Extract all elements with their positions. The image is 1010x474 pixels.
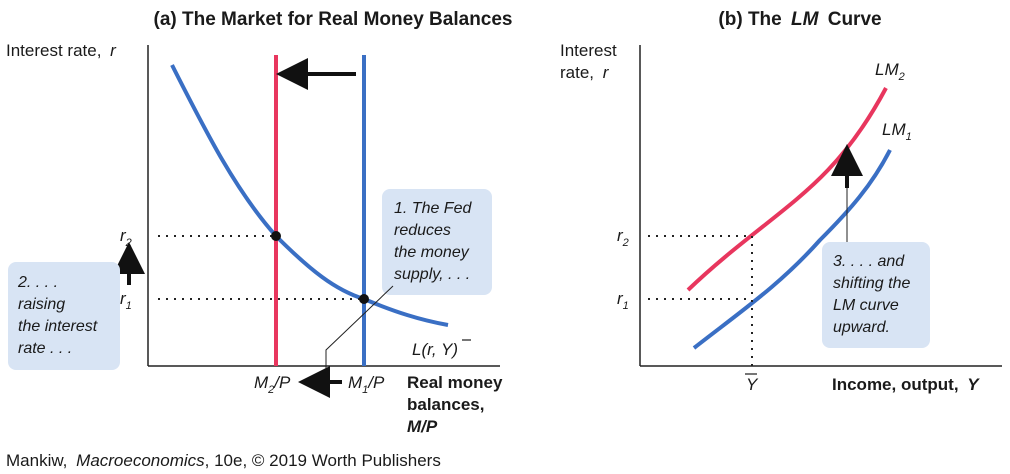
m1p-rest: /P [367, 373, 385, 392]
note-fed-line-1: 1. The Fed [394, 200, 472, 217]
panel-a-x-axis-label: Real money balances, M/P [407, 373, 507, 436]
panel-a-y-label-text: Interest rate, [6, 41, 101, 60]
panel-b-y-label-line-1: Interest [560, 41, 617, 60]
m1p-letter: M [348, 373, 363, 392]
panel-b-x-axis-label: Income, output, Y [832, 375, 980, 394]
m2p-label: M2/P [254, 373, 291, 396]
demand-curve-label: L(r, Y) [412, 340, 458, 359]
note-shift-text: 3. . . . and shifting the LM curve upwar… [833, 253, 915, 336]
panel-b-title-prefix: (b) The [718, 9, 781, 30]
note-raising-box [8, 262, 120, 370]
panel-a-x-label-line-2: balances, [407, 395, 485, 414]
panel-b-title-lm: LM [791, 9, 820, 30]
lm2-letters: LM [875, 60, 899, 79]
note-shift-line-2: shifting the [833, 275, 910, 292]
note-fed-line-3: the money [394, 244, 470, 261]
panel-b-x-label-var: Y [967, 375, 980, 394]
credit-book: Macroeconomics [76, 451, 205, 470]
credit-line: Mankiw, Macroeconomics, 10e, © 2019 Wort… [6, 451, 441, 470]
m2p-sub: 2 [267, 384, 274, 396]
panel-a-y-label-var: r [110, 41, 117, 60]
panel-a-r2-sub: 2 [125, 237, 132, 249]
note-raising-line-3: the interest [18, 318, 98, 335]
panel-b-title: (b) The LM Curve [718, 9, 881, 30]
m1p-label: M1/P [348, 373, 385, 396]
credit-rest: , 10e, © 2019 Worth Publishers [205, 451, 441, 470]
panel-a-x-label-line-1: Real money [407, 373, 503, 392]
panel-b-r2-sub: 2 [622, 237, 629, 249]
panel-b-title-suffix: Curve [828, 9, 882, 30]
lm2-label: LM2 [875, 60, 905, 83]
ybar-label: Y [746, 375, 759, 394]
panel-b-y-label-line-2: rate, [560, 63, 594, 82]
note-raising-line-4: rate . . . [18, 340, 72, 357]
panel-b-r1-letter: r [617, 289, 624, 308]
panel-a-r1-letter: r [120, 289, 127, 308]
equilibrium-point-2 [271, 231, 281, 241]
note-fed-box [382, 189, 492, 295]
panel-b-r1-sub: 1 [623, 300, 629, 312]
panel-a: (a) The Market for Real Money Balances I… [6, 9, 513, 436]
note-shift-line-4: upward. [833, 319, 890, 336]
note-fed-line-4: supply, . . . [394, 266, 470, 283]
panel-b-tick-r1: r1 [617, 289, 629, 312]
m1p-sub: 1 [362, 384, 368, 396]
note-shift-line-3: LM curve [833, 297, 899, 314]
m2p-rest: /P [273, 373, 291, 392]
panel-b-y-axis-label: Interest rate, r [560, 41, 621, 82]
note-raising-line-1: 2. . . . [17, 274, 58, 291]
panel-a-y-axis-label: Interest rate, r [6, 41, 117, 60]
panel-a-tick-r1: r1 [120, 289, 132, 312]
panel-b-x-label-text: Income, output, [832, 375, 959, 394]
note-shift-line-1: 3. . . . and [833, 253, 905, 270]
panel-a-r1-sub: 1 [126, 300, 132, 312]
panel-b-y-label-var: r [603, 63, 610, 82]
panel-b-r2-letter: r [617, 226, 624, 245]
note-shift-box [822, 242, 930, 348]
lm1-label: LM1 [882, 120, 912, 143]
note-raising-line-2: raising [18, 296, 65, 313]
lm1-sub: 1 [906, 131, 912, 143]
panel-a-tick-r2: r2 [120, 226, 132, 249]
credit-author: Mankiw, [6, 451, 67, 470]
equilibrium-point-1 [359, 294, 369, 304]
note-fed-text: 1. The Fed reduces the money supply, . .… [394, 200, 476, 283]
panel-a-x-label-line-3: M/P [407, 417, 438, 436]
note-raising-text: 2. . . . raising the interest rate . . . [17, 274, 102, 357]
panel-a-title: (a) The Market for Real Money Balances [154, 9, 513, 30]
panel-a-r2-letter: r [120, 226, 127, 245]
lm1-letters: LM [882, 120, 906, 139]
money-demand-curve [170, 64, 449, 327]
lm2-sub: 2 [898, 71, 905, 83]
note-fed-line-2: reduces [394, 222, 451, 239]
m2p-letter: M [254, 373, 269, 392]
panel-b-tick-r2: r2 [617, 226, 629, 249]
lm1-curve [692, 149, 892, 350]
panel-b: (b) The LM Curve Interest rate, r r2 r1 … [560, 9, 1002, 394]
lm2-curve [686, 87, 888, 292]
